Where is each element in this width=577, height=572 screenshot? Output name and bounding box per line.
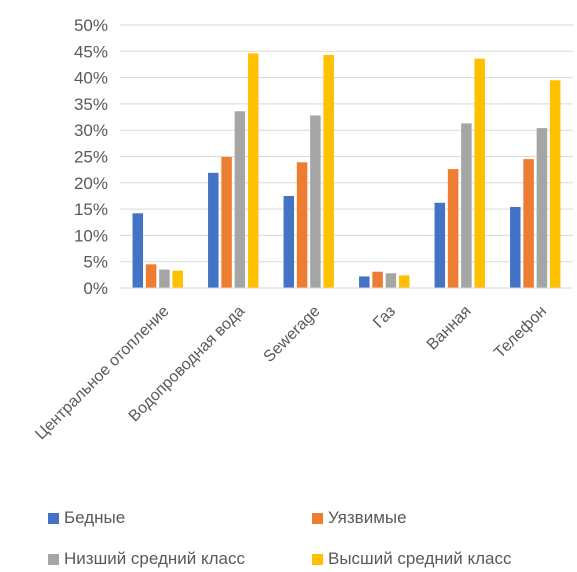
y-tick-label: 35% [74,95,108,114]
bar [296,162,308,288]
legend-item: Бедные [48,508,125,528]
bar [172,270,183,288]
y-tick-label: 30% [74,121,108,140]
y-tick-label: 20% [74,174,108,193]
bar [208,172,219,288]
bar-chart: 0% 5% 10% 15% 20% 25% 30% 35% 40% 45% 50% Централь… [32,16,573,444]
bar [132,213,144,288]
y-tick-label: 50% [74,16,108,35]
legend-item: Высший средний класс [312,549,511,569]
x-category-label: Газ [370,303,399,332]
bar [234,111,246,288]
bar [247,53,259,289]
legend-label: Уязвимые [328,508,407,527]
bar [536,128,548,288]
legend-label: Бедные [64,508,126,527]
gridlines [120,24,573,263]
legend-label: Высший средний класс [328,549,512,568]
bar [372,271,383,288]
bar [283,195,295,288]
legend-item: Низший средний класс [48,549,245,569]
bar [310,115,321,288]
bar [359,276,370,288]
bar [159,269,170,288]
bars [132,53,561,289]
y-tick-label: 25% [74,148,108,167]
bar [461,123,472,288]
y-axis-tick-labels: 0% 5% 10% 15% 20% 25% 30% 35% 40% 45% 50% [74,16,108,298]
legend-swatch [312,512,323,524]
y-tick-label: 40% [74,69,108,88]
bar [523,159,534,288]
bar [145,264,157,288]
legend-label: Низший средний класс [64,549,245,568]
bar [323,54,334,289]
y-tick-label: 10% [74,226,108,245]
x-category-label: Ванная [424,303,475,354]
y-tick-label: 0% [83,279,108,298]
legend: Бедные Уязвимые Низший средний класс Высший… [0,500,577,572]
bar [385,273,397,288]
legend-swatch [312,553,323,565]
bar [434,202,446,288]
y-tick-label: 45% [74,42,108,61]
bar [510,206,521,288]
bar [447,169,459,288]
bar [398,275,410,288]
x-category-label: Телефон [491,303,550,362]
bar [221,157,232,288]
x-category-label: Sewerage [261,303,324,366]
x-category-label: Центральное отопление [32,303,173,444]
legend-item: Уязвимые [312,508,407,528]
bar [549,80,561,288]
legend-swatch [48,553,59,565]
legend-swatch [48,512,59,524]
y-tick-label: 15% [74,200,108,219]
bar [474,58,485,288]
y-tick-label: 5% [83,253,108,272]
